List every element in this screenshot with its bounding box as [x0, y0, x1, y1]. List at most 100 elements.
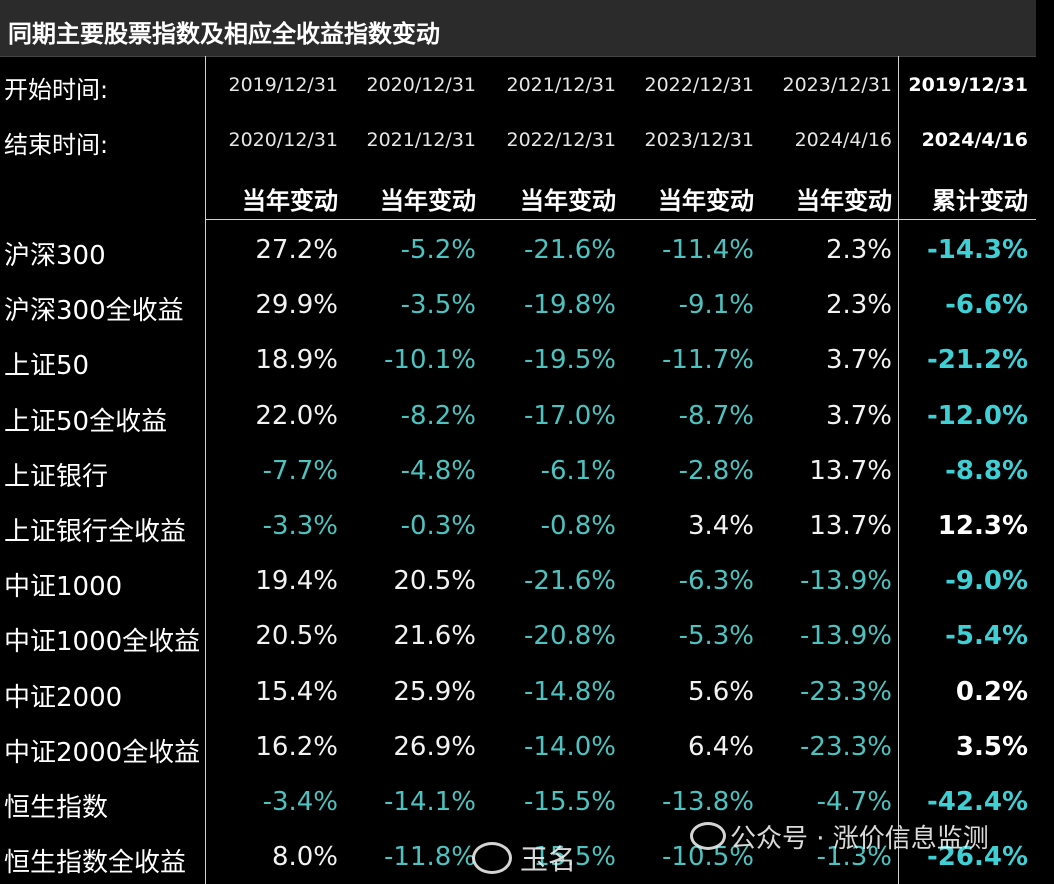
table-cell: 2.3%	[825, 235, 892, 265]
table-cell: -13.8%	[662, 787, 754, 817]
table-cell: 8.0%	[271, 842, 338, 873]
table-cell: 21.6%	[393, 621, 476, 652]
table-cell: -9.0%	[945, 566, 1028, 597]
row-label: 沪深300	[4, 241, 106, 271]
index-change-table: 开始时间: 结束时间: 2019/12/31 2020/12/31 当年变动 2020…	[0, 56, 1036, 884]
table-cell: -19.8%	[524, 290, 616, 321]
col-start-date: 2023/12/31	[782, 74, 892, 96]
col-end-date: 2024/4/16	[921, 129, 1028, 151]
table-title-bar: 同期主要股票指数及相应全收益指数变动	[0, 0, 1036, 57]
col-header-label: 当年变动	[796, 187, 892, 215]
table-cell: 3.7%	[825, 345, 892, 376]
table-cell: -6.3%	[678, 566, 754, 597]
table-cell: 6.4%	[687, 731, 754, 762]
table-cell: 25.9%	[393, 676, 476, 707]
col-header-label: 当年变动	[242, 187, 338, 215]
col-start-date: 2021/12/31	[506, 74, 616, 96]
table-cell: -0.8%	[540, 511, 616, 541]
col-start-date: 2020/12/31	[366, 74, 476, 96]
weibo-icon	[472, 842, 512, 874]
table-cell: -4.8%	[400, 455, 476, 486]
table-cell: 18.9%	[255, 345, 338, 376]
col-end-date: 2023/12/31	[644, 129, 754, 151]
end-time-label: 结束时间:	[4, 131, 109, 159]
table-cell: -13.9%	[800, 566, 892, 597]
table-title: 同期主要股票指数及相应全收益指数变动	[8, 20, 440, 48]
table-cell: -14.3%	[927, 235, 1028, 265]
table-cell: 3.4%	[687, 511, 754, 541]
table-cell: -14.0%	[524, 731, 616, 762]
table-cell: -7.7%	[262, 455, 338, 486]
row-label: 上证50全收益	[4, 406, 168, 437]
table-cell: 2.3%	[825, 290, 892, 321]
table-cell: -17.0%	[524, 400, 616, 431]
table-cell: -15.5%	[524, 842, 616, 873]
row-label: 恒生指数全收益	[4, 848, 187, 879]
table-cell: -10.1%	[384, 345, 476, 376]
table-cell: 3.7%	[825, 400, 892, 431]
col-end-date: 2022/12/31	[506, 129, 616, 151]
table-cell: 12.3%	[937, 511, 1028, 541]
row-label: 上证银行全收益	[4, 517, 187, 547]
table-cell: -3.4%	[262, 787, 338, 817]
col-header-label: 当年变动	[520, 187, 616, 215]
row-label: 上证银行	[4, 461, 109, 492]
table-cell: 26.9%	[393, 731, 476, 762]
col-start-date: 2019/12/31	[908, 74, 1028, 96]
row-label: 中证2000	[4, 682, 123, 713]
col-end-date: 2024/4/16	[794, 129, 892, 151]
table-cell: -19.5%	[524, 345, 616, 376]
table-cell: 19.4%	[255, 566, 338, 597]
table-cell: 13.7%	[809, 455, 892, 486]
table-cell: -20.8%	[524, 621, 616, 652]
table-cell: -8.2%	[400, 400, 476, 431]
table-cell: -21.6%	[524, 235, 616, 265]
table-cell: 13.7%	[809, 511, 892, 541]
divider-cumulative	[898, 56, 899, 884]
table-cell: -11.8%	[384, 842, 476, 873]
table-cell: 15.4%	[255, 676, 338, 707]
col-start-date: 2019/12/31	[228, 74, 338, 96]
table-cell: -5.3%	[678, 621, 754, 652]
table-cell: -2.8%	[678, 455, 754, 486]
table-cell: -3.3%	[262, 511, 338, 541]
table-cell: -15.5%	[524, 787, 616, 817]
table-cell: 27.2%	[255, 235, 338, 265]
col-end-date: 2020/12/31	[228, 129, 338, 151]
row-label: 恒生指数	[4, 793, 109, 823]
table-cell: 29.9%	[255, 290, 338, 321]
table-cell: -12.0%	[927, 400, 1028, 431]
table-cell: 16.2%	[255, 731, 338, 762]
row-label: 中证2000全收益	[4, 737, 201, 768]
table-cell: -11.7%	[662, 345, 754, 376]
row-label: 上证50	[4, 351, 90, 382]
col-end-date: 2021/12/31	[366, 129, 476, 151]
table-cell: -6.6%	[945, 290, 1028, 321]
table-cell: 22.0%	[255, 400, 338, 431]
col-header-label: 当年变动	[658, 187, 754, 215]
table-cell: -5.4%	[945, 621, 1028, 652]
col-start-date: 2022/12/31	[644, 74, 754, 96]
divider-header	[205, 219, 1036, 220]
table-cell: -14.1%	[384, 787, 476, 817]
table-cell: -14.8%	[524, 676, 616, 707]
table-cell: -21.6%	[524, 566, 616, 597]
row-label: 中证1000全收益	[4, 627, 201, 658]
table-cell: 5.6%	[687, 676, 754, 707]
table-cell: -23.3%	[800, 731, 892, 762]
divider-left	[205, 56, 206, 884]
table-cell: -11.4%	[662, 235, 754, 265]
table-cell: -42.4%	[927, 787, 1028, 817]
table-cell: -0.3%	[400, 511, 476, 541]
start-time-label: 开始时间:	[4, 76, 109, 104]
table-cell: -5.2%	[400, 235, 476, 265]
table-cell: -13.9%	[800, 621, 892, 652]
wechat-watermark: 公众号 · 涨价信息监测	[730, 824, 989, 854]
table-cell: 3.5%	[955, 731, 1028, 762]
table-cell: 20.5%	[255, 621, 338, 652]
table-cell: -21.2%	[927, 345, 1028, 376]
table-cell: -6.1%	[540, 455, 616, 486]
table-cell: -23.3%	[800, 676, 892, 707]
table-cell: -8.7%	[678, 400, 754, 431]
table-cell: -26.4%	[927, 842, 1028, 873]
